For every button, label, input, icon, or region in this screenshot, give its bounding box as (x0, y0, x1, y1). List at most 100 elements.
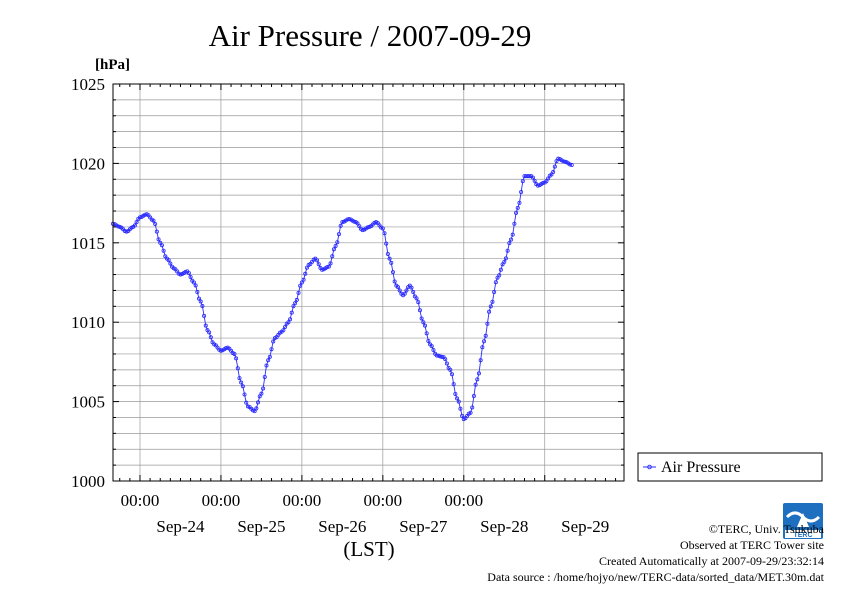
terc-logo: TERC (783, 503, 823, 539)
x-date-label: Sep-25 (237, 517, 285, 536)
data-point-marker (530, 175, 535, 180)
data-point-marker (485, 321, 490, 326)
data-point-marker (402, 291, 407, 296)
data-point-marker (419, 316, 424, 321)
data-point-marker (294, 297, 299, 302)
data-point-marker (347, 216, 352, 221)
data-point-marker (505, 248, 510, 253)
data-point-marker (304, 265, 309, 270)
data-point-marker (492, 290, 497, 295)
data-point-marker (156, 237, 161, 242)
x-date-label: Sep-29 (561, 517, 609, 536)
data-point-marker (507, 241, 512, 246)
data-point-marker (470, 405, 475, 410)
data-point-marker (315, 258, 320, 263)
data-point-marker (239, 380, 244, 385)
data-point-marker (203, 323, 208, 328)
data-point-marker (271, 339, 276, 344)
data-point-marker (448, 367, 453, 372)
data-point-marker (497, 273, 502, 278)
data-point-marker (262, 374, 267, 379)
data-point-marker (252, 409, 257, 414)
data-point-marker (517, 200, 522, 205)
data-point-marker (168, 261, 173, 266)
data-point-marker (390, 270, 395, 275)
data-point-marker (527, 174, 532, 179)
footer-source: Data source : /home/hojyo/new/TERC-data/… (487, 570, 824, 584)
series-air-pressure (111, 156, 574, 422)
data-point-marker (385, 251, 390, 256)
data-point-marker (397, 288, 402, 293)
data-point-marker (235, 366, 240, 371)
data-point-marker (382, 231, 387, 236)
data-point-marker (502, 259, 507, 264)
chart-title: Air Pressure / 2007-09-29 (209, 18, 532, 53)
data-point-marker (234, 356, 239, 361)
data-point-marker (451, 382, 456, 387)
data-point-marker (357, 224, 362, 229)
plot-frame (112, 83, 625, 482)
data-point-marker (541, 180, 546, 185)
data-point-marker (338, 223, 343, 228)
data-point-marker (480, 345, 485, 350)
y-tick-label: 1020 (71, 154, 105, 173)
data-point-marker (556, 156, 561, 161)
data-point-marker (256, 400, 261, 405)
data-point-marker (296, 290, 301, 295)
data-point-marker (520, 179, 525, 184)
data-point-marker (286, 320, 291, 325)
data-point-marker (460, 413, 465, 418)
data-point-marker (320, 267, 325, 272)
data-point-marker (333, 243, 338, 248)
data-point-marker (291, 304, 296, 309)
data-point-marker (259, 391, 264, 396)
data-point-marker (134, 220, 139, 225)
footer-created: Created Automatically at 2007-09-29/23:3… (599, 554, 824, 568)
legend-box (637, 452, 823, 482)
data-point-marker (515, 205, 520, 210)
data-point-marker (218, 348, 223, 353)
data-point-marker (365, 225, 370, 230)
data-point-marker (242, 392, 247, 397)
data-point-marker (551, 170, 556, 175)
data-point-marker (471, 394, 476, 399)
data-point-marker (514, 210, 519, 215)
data-point-marker (478, 358, 483, 363)
data-point-marker (281, 328, 286, 333)
data-point-marker (422, 323, 427, 328)
x-time-tick-label: 00:00 (121, 491, 160, 510)
data-point-marker (159, 243, 164, 248)
data-point-marker (326, 264, 331, 269)
x-axis-label: (LST) (343, 537, 394, 561)
data-point-marker (335, 240, 340, 245)
data-point-marker (352, 219, 357, 224)
data-point-marker (261, 386, 266, 391)
data-point-marker (283, 324, 288, 329)
data-point-marker (331, 247, 336, 252)
data-point-marker (132, 223, 137, 228)
data-point-marker (449, 372, 454, 377)
data-point-marker (544, 179, 549, 184)
data-point-marker (512, 221, 517, 226)
data-point-marker (303, 271, 308, 276)
grid-lines (113, 84, 624, 481)
data-point-marker (325, 265, 330, 270)
data-point-marker (161, 248, 166, 253)
data-point-marker (240, 384, 245, 389)
y-tick-label: 1015 (71, 234, 105, 253)
data-point-marker (503, 256, 508, 261)
data-point-marker (509, 237, 514, 242)
data-point-marker (254, 406, 259, 411)
y-tick-label: 1025 (71, 75, 105, 94)
data-point-marker (456, 399, 461, 404)
y-tick-label: 1005 (71, 393, 105, 412)
data-point-marker (475, 377, 480, 382)
data-point-marker (188, 274, 193, 279)
data-point-marker (458, 406, 463, 411)
data-point-marker (197, 296, 202, 301)
data-point-marker (411, 290, 416, 295)
data-point-marker (153, 222, 158, 227)
data-point-marker (264, 363, 269, 368)
data-point-marker (473, 382, 478, 387)
